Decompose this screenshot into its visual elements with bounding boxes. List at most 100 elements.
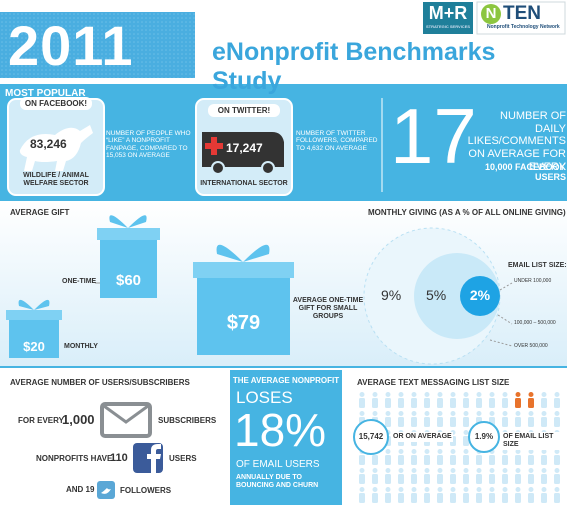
person-icon (424, 411, 430, 427)
description: NUMBER OF PEOPLE WHO “LIKE” A NONPROFIT … (106, 130, 191, 160)
section-title: AVERAGE TEXT MESSAGING LIST SIZE (357, 378, 510, 387)
person-icon (502, 449, 508, 465)
person-icon (541, 392, 547, 408)
person-icon (450, 449, 456, 465)
value-circle (353, 419, 389, 455)
person-icon (450, 487, 456, 503)
person-icon (515, 468, 521, 484)
person-icon (541, 449, 547, 465)
person-icon (489, 392, 495, 408)
person-icon (411, 487, 417, 503)
truck-wheel (261, 161, 275, 175)
person-icon (463, 392, 469, 408)
logo-mark: N (485, 5, 497, 22)
person-icon (385, 392, 391, 408)
row-suffix: FOLLOWERS (120, 486, 172, 495)
logo-tagline: STRATEGIC SERVICES (425, 24, 471, 29)
person-icon (515, 411, 521, 427)
person-icon (437, 411, 443, 427)
divider (0, 366, 567, 368)
person-icon (359, 487, 365, 503)
daily-emphasis: 10,000 FACEBOOK USERS (484, 162, 566, 183)
daily-text: NUMBER OF DAILY LIKES/COMMENTS ON AVERAG… (467, 110, 566, 173)
person-icon (398, 392, 404, 408)
person-icon (385, 449, 391, 465)
circle-100k-500k (414, 253, 500, 339)
twitter-value: 17,247 (226, 141, 263, 155)
person-icon (398, 411, 404, 427)
logo: TEN (503, 3, 541, 24)
person-icon (554, 449, 560, 465)
legend-label: OVER 500,000 (514, 343, 548, 349)
person-icon (528, 411, 534, 427)
year: 2011 (8, 14, 134, 77)
person-icon (554, 487, 560, 503)
page-title: eNonprofit Benchmarks Study (212, 38, 496, 95)
person-icon (437, 468, 443, 484)
person-icon (463, 449, 469, 465)
person-icon (424, 449, 430, 465)
churn-detail: ANNUALLY DUE TO BOUNCING AND CHURN (236, 474, 319, 490)
person-icon (502, 487, 508, 503)
mr-logo-box (423, 2, 473, 34)
gift-label: MONTHLY (64, 343, 98, 350)
gift-value: $20 (23, 339, 45, 354)
percent-value: 2% (469, 287, 491, 303)
person-icon (411, 449, 417, 465)
twitter-icon (97, 481, 115, 499)
sms-percent: 1.9% (474, 432, 494, 441)
person-icon (463, 487, 469, 503)
person-icon (528, 487, 534, 503)
person-icon (411, 392, 417, 408)
person-icon (489, 468, 495, 484)
facebook-icon (133, 443, 163, 473)
person-icon (554, 468, 560, 484)
person-icon (424, 392, 430, 408)
row-value: 1,000 (62, 412, 95, 427)
row-prefix: AND 19 (66, 485, 95, 494)
person-icon (372, 392, 378, 408)
person-icon (424, 487, 430, 503)
gift-label: AVERAGE ONE-TIME GIFT FOR SMALL GROUPS (292, 297, 364, 321)
person-icon (385, 411, 391, 427)
person-icon (515, 449, 521, 465)
legend-title: EMAIL LIST SIZE: (508, 262, 567, 269)
person-icon (437, 487, 443, 503)
gift-value: $60 (115, 272, 142, 289)
section-title: AVERAGE NUMBER OF USERS/SUBSCRIBERS (10, 378, 190, 387)
person-icon (411, 468, 417, 484)
logo: M+R (428, 3, 468, 23)
row-value: 110 (110, 452, 128, 464)
facebook-value: 83,246 (30, 137, 67, 151)
person-icon (476, 392, 482, 408)
churn-value: 18% (234, 404, 327, 456)
person-icon (554, 392, 560, 408)
section-title: MOST POPULAR (5, 88, 86, 99)
red-cross (205, 137, 223, 155)
churn-box (230, 370, 342, 505)
person-icon (541, 487, 547, 503)
churn-verb: LOSES (236, 388, 293, 407)
person-icon (424, 468, 430, 484)
person-icon (515, 392, 521, 408)
gift-value: $79 (226, 312, 261, 334)
section-title: MONTHLY GIVING (AS A % OF ALL ONLINE GIV… (368, 208, 566, 217)
legend-label: UNDER 100,000 (514, 278, 552, 284)
daily-value: 17 (390, 92, 477, 180)
person-icon (528, 449, 534, 465)
person-icon (385, 468, 391, 484)
churn-intro: THE AVERAGE NONPROFIT (232, 376, 340, 385)
gift-box-small-groups (193, 244, 294, 355)
circle-under-100k (460, 276, 500, 316)
person-icon (502, 411, 508, 427)
person-icon (359, 392, 365, 408)
person-icon (385, 487, 391, 503)
row-prefix: NONPROFITS HAVE (36, 454, 113, 463)
logo-tagline: Nonprofit Technology Network (487, 24, 560, 30)
sector: WILDLIFE / ANIMAL WELFARE SECTOR (23, 172, 89, 188)
row-prefix: FOR EVERY (18, 416, 64, 425)
gift-box-monthly (6, 299, 62, 358)
person-icon (489, 487, 495, 503)
